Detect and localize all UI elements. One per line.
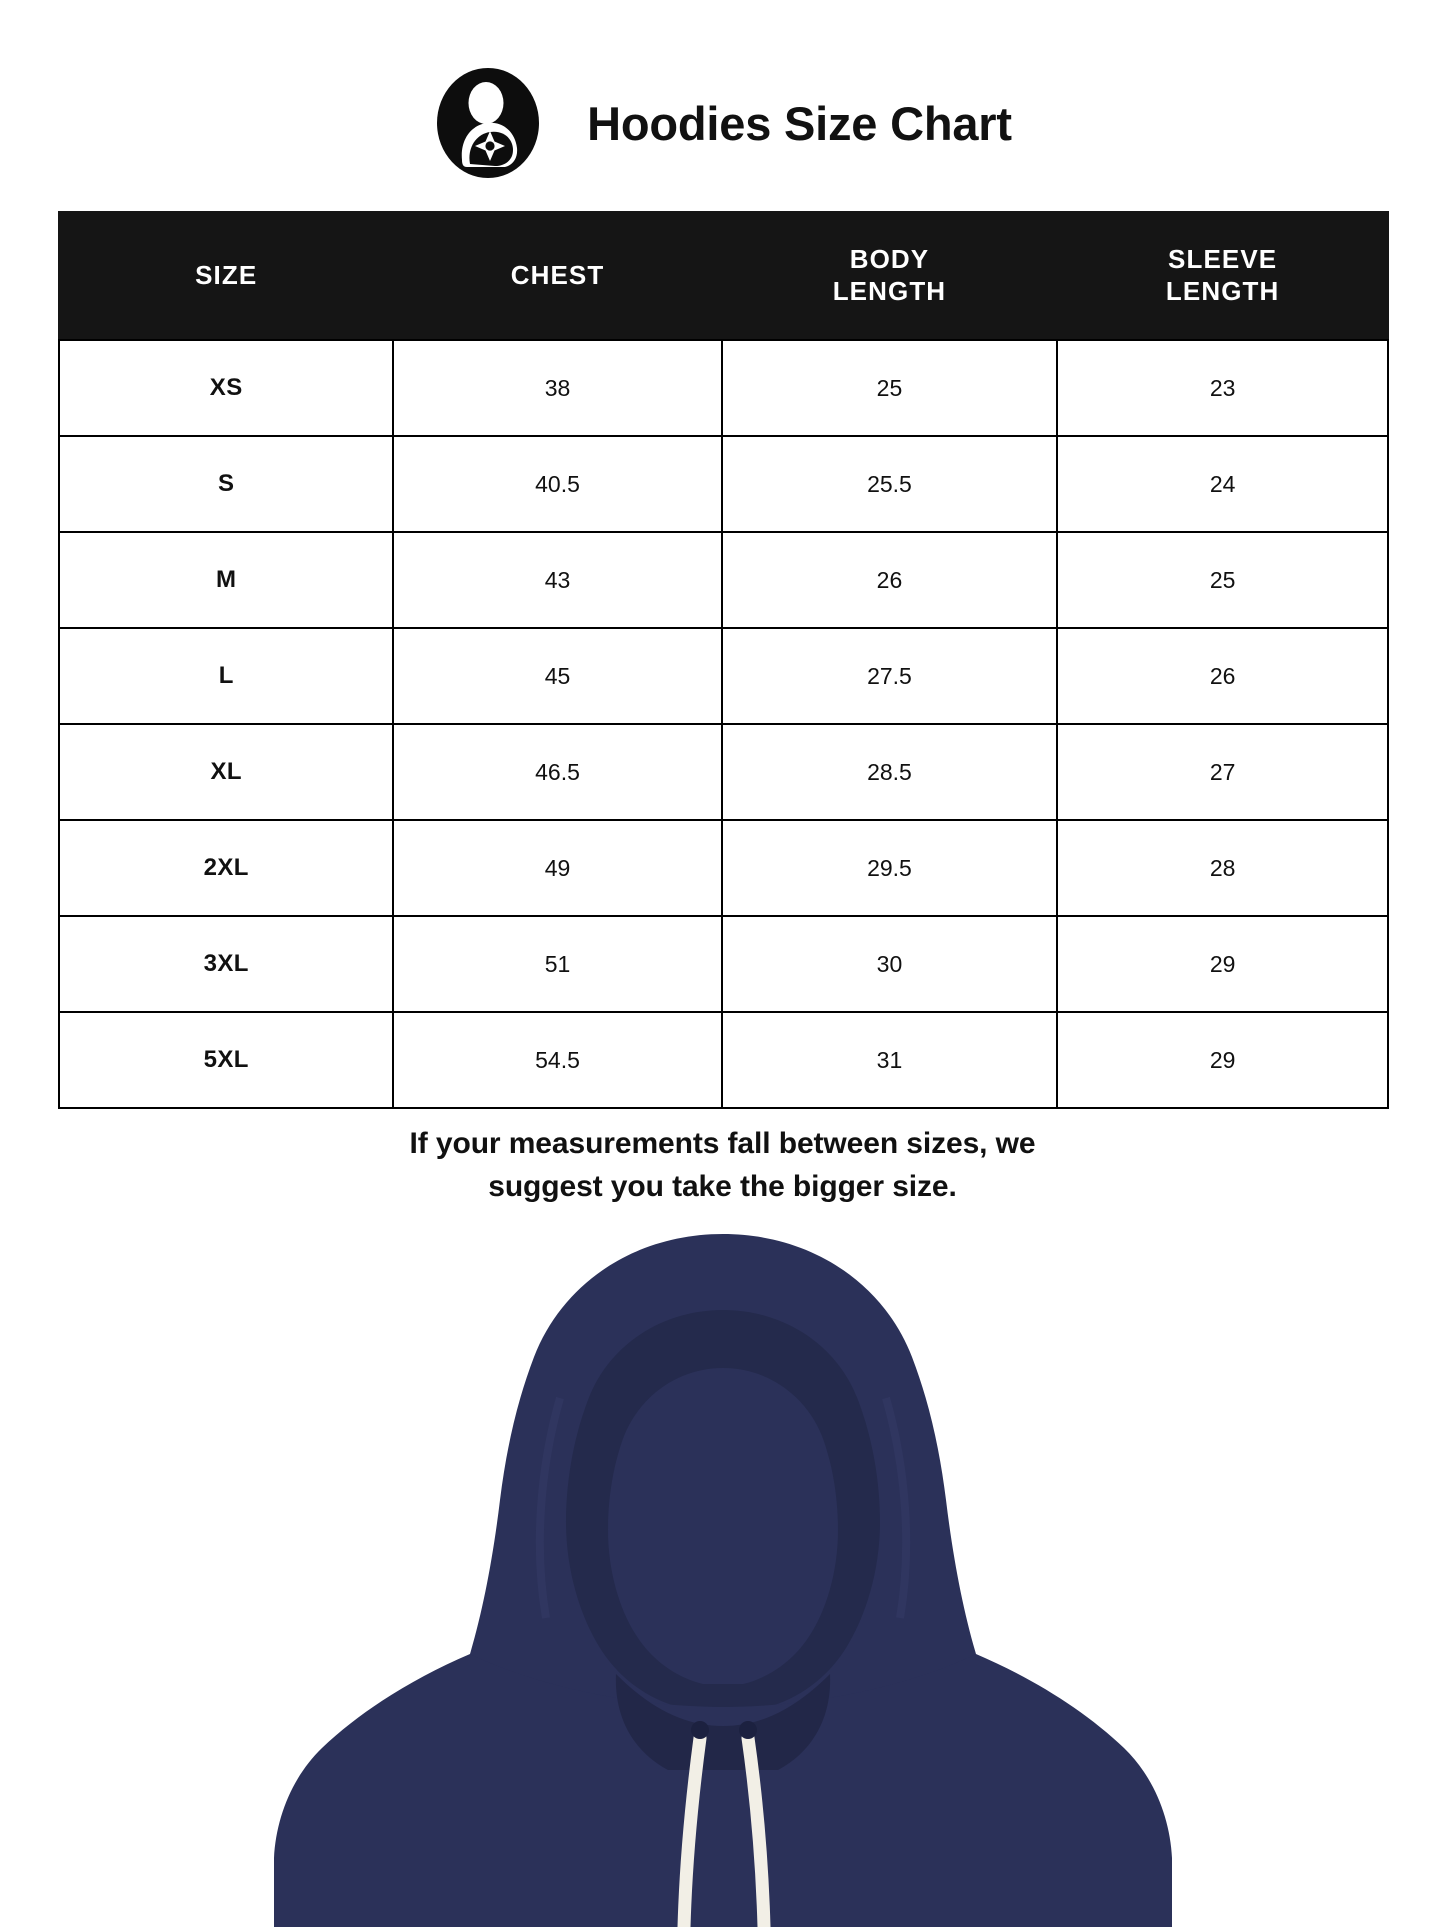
cell-sleeve-length: 28 xyxy=(1056,819,1389,917)
cell-size: XL xyxy=(57,723,395,821)
cell-size: XS xyxy=(57,339,395,437)
page-title: Hoodies Size Chart xyxy=(587,96,1012,150)
column-header-size: SIZE xyxy=(57,211,395,341)
cell-sleeve-length: 23 xyxy=(1056,339,1389,437)
column-header-body-length-line2: LENGTH xyxy=(832,276,947,306)
cell-chest: 46.5 xyxy=(392,723,723,821)
column-header-body-length-line1: BODY xyxy=(849,244,930,275)
table-row: 5XL 54.5 31 29 xyxy=(57,1011,1389,1109)
cell-body-length: 28.5 xyxy=(720,723,1059,821)
table-header: SIZE CHEST BODY LENGTH SLEEVE LENGTH xyxy=(57,211,1389,341)
cell-chest: 49 xyxy=(392,819,723,917)
cell-sleeve-length: 25 xyxy=(1056,531,1389,629)
column-header-sleeve-length-line2: LENGTH xyxy=(1165,276,1280,306)
table-row: M 43 26 25 xyxy=(57,531,1389,629)
column-header-size-line1: SIZE xyxy=(195,260,258,291)
column-header-chest-line1: CHEST xyxy=(510,260,605,291)
sizing-note-line1: If your measurements fall between sizes,… xyxy=(409,1127,1036,1160)
table-row: 3XL 51 30 29 xyxy=(57,915,1389,1013)
cell-body-length: 29.5 xyxy=(720,819,1059,917)
cell-sleeve-length: 29 xyxy=(1056,1011,1389,1109)
cell-body-length: 25.5 xyxy=(720,435,1059,533)
sizing-note: If your measurements fall between sizes,… xyxy=(0,1123,1445,1208)
cell-sleeve-length: 29 xyxy=(1056,915,1389,1013)
cell-body-length: 30 xyxy=(720,915,1059,1013)
column-header-sleeve-length: SLEEVE LENGTH xyxy=(1056,211,1389,341)
table-row: S 40.5 25.5 24 xyxy=(57,435,1389,533)
column-header-chest: CHEST xyxy=(392,211,723,341)
sizing-note-line2: suggest you take the bigger size. xyxy=(488,1169,957,1203)
table-row: L 45 27.5 26 xyxy=(57,627,1389,725)
cell-chest: 51 xyxy=(392,915,723,1013)
cell-size: M xyxy=(57,531,395,629)
hoodie-illustration xyxy=(0,1218,1445,1927)
cell-size: 2XL xyxy=(57,819,395,917)
cell-size: 5XL xyxy=(57,1011,395,1109)
cell-sleeve-length: 27 xyxy=(1056,723,1389,821)
table-body: XS 38 25 23 S 40.5 25.5 24 M 43 26 25 L … xyxy=(57,339,1389,1109)
cell-sleeve-length: 24 xyxy=(1056,435,1389,533)
cell-chest: 54.5 xyxy=(392,1011,723,1109)
cell-size: L xyxy=(57,627,395,725)
cell-chest: 38 xyxy=(392,339,723,437)
page-header: Hoodies Size Chart xyxy=(0,58,1445,188)
cell-body-length: 25 xyxy=(720,339,1059,437)
cell-chest: 45 xyxy=(392,627,723,725)
table-row: XL 46.5 28.5 27 xyxy=(57,723,1389,821)
cell-chest: 40.5 xyxy=(392,435,723,533)
table-row: 2XL 49 29.5 28 xyxy=(57,819,1389,917)
cell-size: S xyxy=(57,435,395,533)
cell-body-length: 27.5 xyxy=(720,627,1059,725)
table-row: XS 38 25 23 xyxy=(57,339,1389,437)
cell-size: 3XL xyxy=(57,915,395,1013)
navy-hoodie-icon xyxy=(274,1234,1172,1927)
mother-and-child-logo-icon xyxy=(437,68,540,178)
column-header-sleeve-length-line1: SLEEVE xyxy=(1168,244,1278,275)
table-header-row: SIZE CHEST BODY LENGTH SLEEVE LENGTH xyxy=(57,211,1389,341)
cell-body-length: 26 xyxy=(720,531,1059,629)
cell-sleeve-length: 26 xyxy=(1056,627,1389,725)
size-chart-table: SIZE CHEST BODY LENGTH SLEEVE LENGTH XS … xyxy=(57,211,1389,1109)
cell-chest: 43 xyxy=(392,531,723,629)
cell-body-length: 31 xyxy=(720,1011,1059,1109)
column-header-body-length: BODY LENGTH xyxy=(720,211,1059,341)
